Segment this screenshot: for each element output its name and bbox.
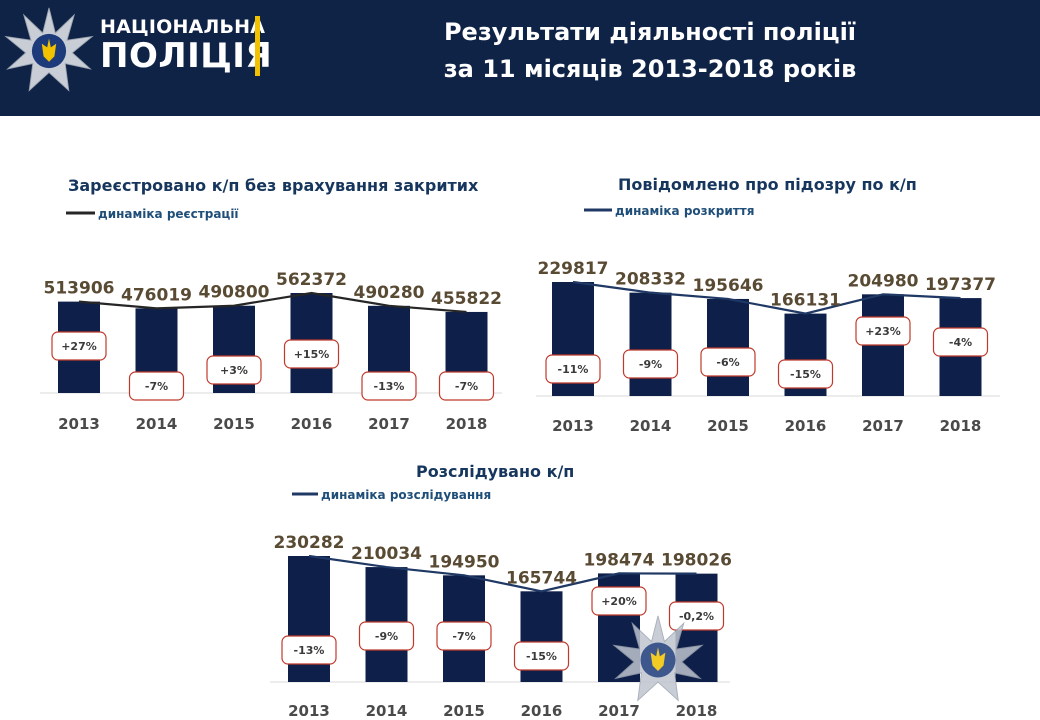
value-label: 197377 [925,275,996,295]
value-label: 490280 [354,283,425,303]
change-label: +23% [865,325,901,338]
chart-registered-panel: Зареєстровано к/п без врахування закрити… [0,160,520,450]
year-tick-label: 2013 [552,417,594,435]
legend-label: динаміка розслідування [321,488,491,502]
change-badge [622,349,679,379]
value-label: 562372 [276,270,347,290]
change-label: -4% [949,336,972,349]
year-tick-label: 2016 [521,702,563,720]
page-title-line2: за 11 місяців 2013-2018 років [443,55,857,83]
brand-wordmark: НАЦІОНАЛЬНА ПОЛІЦІЯ [100,16,273,76]
value-label: 455822 [431,289,502,309]
chart-investigated: Розслідувано к/п динаміка розслідування … [270,462,732,720]
value-label: 195646 [693,276,764,296]
year-tick-label: 2018 [676,702,718,720]
year-tick-label: 2017 [598,702,640,720]
legend-label: динаміка реєстрації [98,207,239,221]
chart-title: Зареєстровано к/п без врахування закрити… [68,176,479,195]
change-label: -6% [716,356,739,369]
change-badge [361,371,417,401]
value-label: 166131 [770,291,841,311]
chart-registered: Зареєстровано к/п без врахування закрити… [40,176,502,433]
change-badge [51,331,107,361]
change-label: +20% [601,595,637,608]
change-label: +27% [61,340,97,353]
chart-investigated-panel: Розслідувано к/п динаміка розслідування … [260,450,780,720]
value-label: 230282 [274,533,345,553]
year-tick-label: 2015 [213,415,255,433]
change-label: -11% [558,363,589,376]
year-tick-label: 2017 [862,417,904,435]
chart-title: Повідомлено про підозру по к/п [618,175,917,194]
change-label: -9% [639,358,662,371]
year-tick-label: 2014 [136,415,178,433]
value-label: 513906 [44,279,115,299]
brand-divider [255,16,260,76]
change-label: -15% [526,650,557,663]
year-tick-label: 2013 [58,415,100,433]
change-badge [700,347,756,377]
change-label: -7% [455,380,478,393]
change-badge [591,586,647,616]
change-label: -7% [145,380,168,393]
police-star-logo-icon [4,7,94,92]
value-label: 198474 [584,550,655,570]
value-label: 229817 [538,259,609,279]
change-badge [281,635,337,665]
brand-line1: НАЦІОНАЛЬНА [100,16,266,38]
page-title-line1: Результати діяльності поліції [443,18,857,46]
year-tick-label: 2018 [940,417,982,435]
chart-title: Розслідувано к/п [416,462,574,481]
trend-line [78,291,467,314]
change-badge [855,316,911,346]
value-label: 210034 [351,544,422,564]
value-label: 204980 [848,271,919,291]
page-title: Результати діяльності поліції за 11 міся… [420,14,880,88]
value-label: 198026 [661,551,732,571]
change-badge [128,371,185,401]
value-label: 476019 [121,285,192,305]
value-label: 490800 [199,283,270,303]
year-tick-label: 2014 [366,702,408,720]
change-label: -15% [790,368,821,381]
value-label: 165744 [506,568,577,588]
change-label: -13% [374,380,405,393]
year-tick-label: 2015 [443,702,485,720]
header-banner: НАЦІОНАЛЬНА ПОЛІЦІЯ Результати діяльност… [0,0,1040,116]
year-tick-label: 2017 [368,415,410,433]
chart-suspicion: Повідомлено про підозру по к/п динаміка … [536,175,1000,435]
change-badge [436,621,492,651]
change-badge [206,355,262,385]
trend-line [572,280,961,315]
change-badge [358,621,415,651]
legend-label: динаміка розкриття [615,204,754,218]
change-badge [932,327,989,357]
change-label: +3% [220,364,248,377]
year-tick-label: 2014 [630,417,672,435]
change-badge [438,371,495,401]
year-tick-label: 2015 [707,417,749,435]
change-badge [545,354,601,384]
brand-line2: ПОЛІЦІЯ [100,36,273,76]
change-label: -0,2% [679,610,714,623]
year-tick-label: 2016 [785,417,827,435]
change-label: -13% [294,644,325,657]
change-badge [513,641,570,671]
bar [629,292,672,396]
change-label: -9% [375,630,398,643]
year-tick-label: 2013 [288,702,330,720]
year-tick-label: 2016 [291,415,333,433]
change-label: -7% [452,630,475,643]
change-badge [777,359,834,389]
police-star-watermark-icon [612,615,704,702]
trend-line [308,554,697,593]
value-label: 208332 [615,270,686,290]
year-tick-label: 2018 [446,415,488,433]
change-badge [668,601,725,631]
change-label: +15% [294,348,330,361]
chart-suspicion-panel: Повідомлено про підозру по к/п динаміка … [520,160,1040,450]
change-badge [283,339,340,369]
value-label: 194950 [429,552,500,572]
